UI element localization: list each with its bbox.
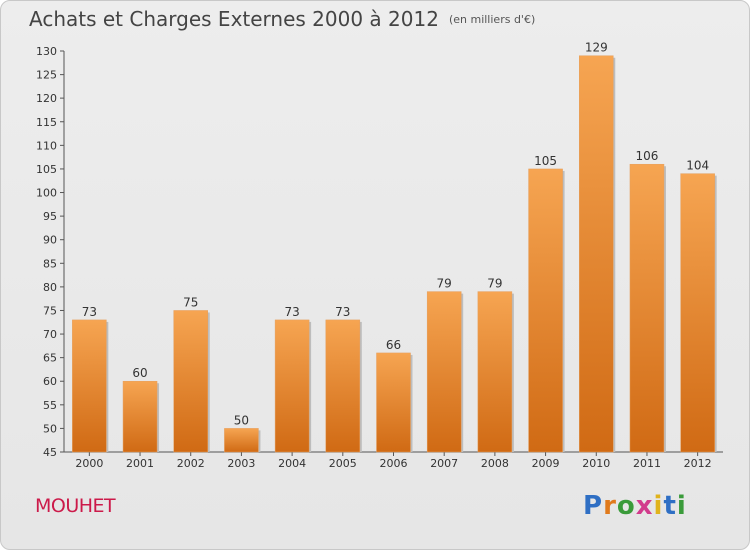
bar-value-label: 105 — [534, 154, 557, 168]
x-tick-label: 2007 — [430, 457, 458, 470]
bars: 73 60 75 50 73 73 66 79 79 105 129 106 104 — [72, 41, 717, 453]
bar — [122, 380, 158, 453]
chart-unit: (en milliers d'€) — [448, 13, 536, 26]
x-tick-label: 2010 — [582, 457, 610, 470]
y-tick-label: 75 — [43, 304, 57, 317]
y-tick-label: 95 — [43, 210, 57, 223]
bar — [325, 319, 361, 453]
y-tick-label: 130 — [36, 45, 57, 58]
y-tick-label: 100 — [36, 187, 57, 200]
x-tick-label: 2008 — [481, 457, 509, 470]
logo-letter: x — [635, 491, 654, 521]
bar — [224, 428, 259, 453]
y-tick-label: 125 — [36, 69, 57, 82]
x-tick-label: 2006 — [380, 457, 408, 470]
bar — [376, 352, 411, 453]
x-tick-label: 2003 — [227, 457, 255, 470]
x-tick-label: 2012 — [684, 457, 712, 470]
x-tick-label: 2002 — [177, 457, 205, 470]
x-tick-label: 2004 — [278, 457, 306, 470]
bar-value-label: 66 — [386, 338, 401, 352]
bar-value-label: 73 — [335, 305, 350, 319]
logo-letter: i — [676, 491, 687, 521]
bar — [528, 168, 563, 453]
commune-name: MOUHET — [35, 495, 116, 517]
x-tick-label: 2009 — [532, 457, 560, 470]
bar — [579, 55, 614, 453]
bar-value-label: 104 — [686, 159, 709, 173]
logo-letter: P — [583, 491, 604, 521]
y-tick-label: 45 — [43, 446, 57, 459]
x-tick-label: 2001 — [126, 457, 154, 470]
y-tick-label: 105 — [36, 163, 57, 176]
bar-value-label: 129 — [585, 41, 608, 55]
bar-value-label: 79 — [487, 277, 502, 291]
y-tick-label: 115 — [36, 116, 57, 129]
logo-letter: i — [653, 491, 664, 521]
bar — [629, 163, 665, 453]
x-tick-label: 2005 — [329, 457, 357, 470]
bar-value-label: 75 — [183, 295, 198, 309]
bar-value-label: 73 — [284, 305, 299, 319]
axes: 45 50 55 60 65 70 75 80 85 90 95 100 105 110 115 120 125… — [36, 45, 723, 470]
bar — [72, 319, 107, 453]
y-tick-label: 110 — [36, 139, 57, 152]
chart-title: Achats et Charges Externes 2000 à 2012 (e… — [29, 7, 535, 31]
y-tick-label: 55 — [43, 399, 57, 412]
y-tick-label: 70 — [43, 328, 57, 341]
logo-letter: r — [603, 491, 617, 521]
logo-letter: t — [663, 491, 677, 521]
bar — [274, 319, 310, 453]
logo-letter: o — [616, 491, 636, 521]
bar-value-label: 79 — [437, 277, 452, 291]
y-tick-label: 85 — [43, 257, 57, 270]
y-tick-label: 90 — [43, 234, 57, 247]
y-tick-label: 120 — [36, 92, 57, 105]
bar-value-label: 50 — [234, 413, 249, 427]
bar — [173, 310, 208, 453]
y-tick-label: 80 — [43, 281, 57, 294]
bar — [477, 291, 513, 453]
x-tick-label: 2011 — [633, 457, 661, 470]
chart-title-text: Achats et Charges Externes 2000 à 2012 — [29, 7, 439, 31]
bar — [680, 173, 715, 453]
bar-value-label: 73 — [82, 305, 97, 319]
bar-value-label: 60 — [132, 366, 147, 380]
x-tick-label: 2000 — [75, 457, 103, 470]
bar — [426, 291, 462, 453]
y-tick-label: 50 — [43, 422, 57, 435]
bar-value-label: 106 — [636, 149, 659, 163]
proxiti-logo[interactable]: Proxiti — [583, 491, 687, 521]
y-tick-label: 65 — [43, 352, 57, 365]
y-tick-label: 60 — [43, 375, 57, 388]
